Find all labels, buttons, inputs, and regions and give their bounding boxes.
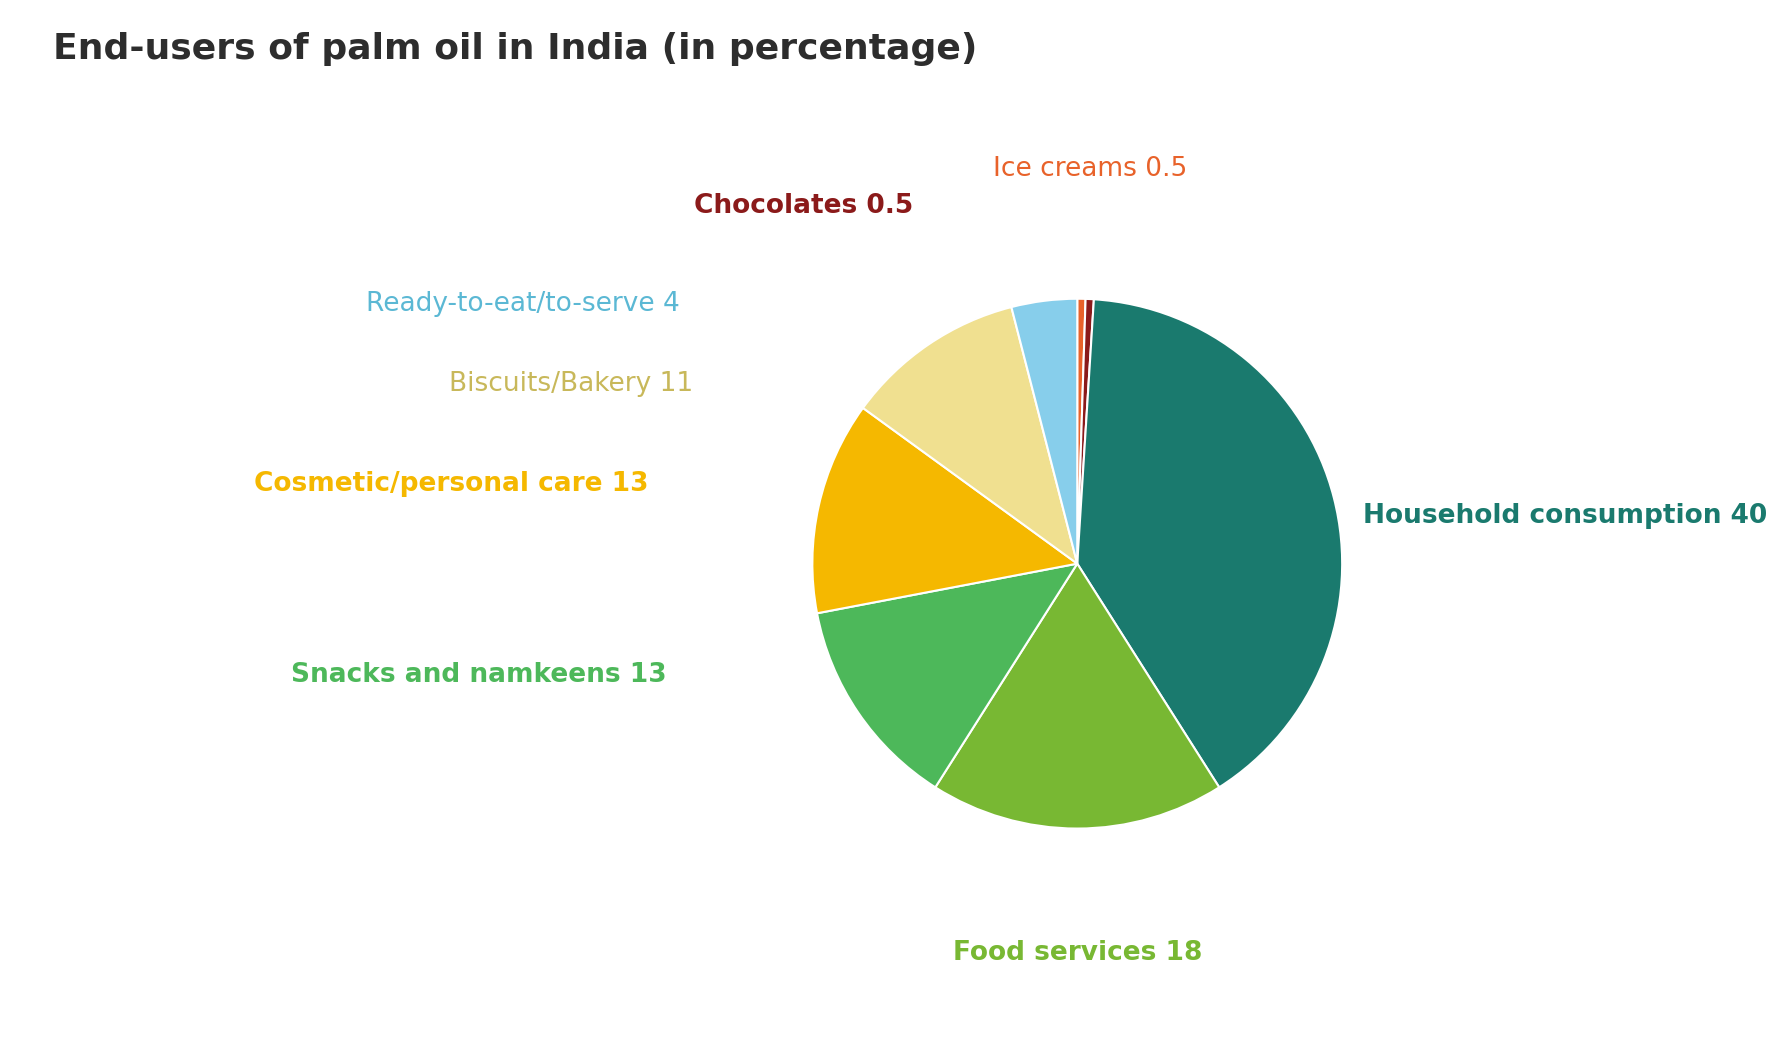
Text: Chocolates 0.5: Chocolates 0.5 (694, 193, 913, 220)
Wedge shape (864, 307, 1077, 563)
Wedge shape (1077, 300, 1342, 787)
Wedge shape (1012, 298, 1077, 563)
Text: Cosmetic/personal care 13: Cosmetic/personal care 13 (254, 471, 648, 497)
Text: Biscuits/Bakery 11: Biscuits/Bakery 11 (449, 371, 692, 396)
Text: Household consumption 40: Household consumption 40 (1363, 503, 1766, 529)
Wedge shape (1077, 298, 1093, 563)
Text: Food services 18: Food services 18 (952, 940, 1203, 966)
Text: Snacks and namkeens 13: Snacks and namkeens 13 (291, 662, 668, 688)
Text: End-users of palm oil in India (in percentage): End-users of palm oil in India (in perce… (53, 32, 977, 65)
Wedge shape (812, 408, 1077, 614)
Wedge shape (1077, 298, 1086, 563)
Text: Ice creams 0.5: Ice creams 0.5 (994, 157, 1187, 182)
Wedge shape (936, 563, 1219, 828)
Text: Ready-to-eat/to-serve 4: Ready-to-eat/to-serve 4 (366, 291, 680, 317)
Wedge shape (818, 563, 1077, 787)
